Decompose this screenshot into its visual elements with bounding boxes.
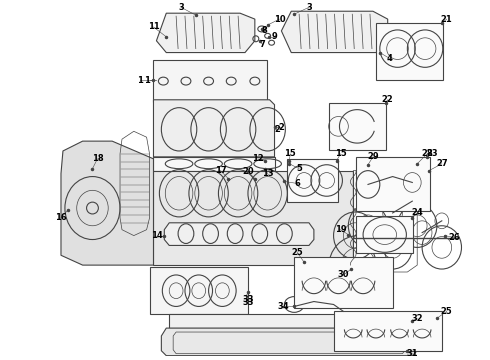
Text: 22: 22 <box>382 95 393 104</box>
Text: 32: 32 <box>412 314 423 323</box>
Bar <box>169 314 415 328</box>
Text: 3: 3 <box>306 3 312 12</box>
Text: 30: 30 <box>338 270 349 279</box>
Bar <box>356 216 413 253</box>
Text: 11: 11 <box>147 22 159 31</box>
Polygon shape <box>164 223 314 246</box>
Text: 13: 13 <box>262 169 273 178</box>
Text: 4: 4 <box>387 54 392 63</box>
Text: 23: 23 <box>426 149 438 158</box>
Text: 15: 15 <box>335 149 346 158</box>
Text: 9: 9 <box>271 32 277 41</box>
Bar <box>334 311 442 351</box>
Text: 21: 21 <box>441 15 453 24</box>
Bar <box>287 159 339 202</box>
Text: 31: 31 <box>407 349 418 358</box>
Text: 33: 33 <box>242 295 254 304</box>
Bar <box>153 157 274 171</box>
Text: 29: 29 <box>367 152 379 161</box>
Text: 2: 2 <box>274 125 280 134</box>
Text: 19: 19 <box>335 225 346 234</box>
Polygon shape <box>153 171 353 265</box>
Text: 27: 27 <box>436 159 448 168</box>
Text: 34: 34 <box>277 302 289 311</box>
Text: 12: 12 <box>252 154 264 163</box>
Text: 25: 25 <box>291 248 303 257</box>
Text: 33: 33 <box>242 298 254 307</box>
Bar <box>356 157 430 211</box>
Text: 28: 28 <box>421 149 433 158</box>
Bar <box>294 257 392 309</box>
Bar <box>153 60 267 102</box>
Polygon shape <box>61 141 153 265</box>
Bar <box>329 103 386 150</box>
Text: 15: 15 <box>284 149 296 158</box>
Text: 2: 2 <box>278 123 284 132</box>
Polygon shape <box>281 11 388 53</box>
Text: 10: 10 <box>273 15 285 24</box>
Text: 20: 20 <box>242 167 254 176</box>
Text: 14: 14 <box>150 231 162 240</box>
Bar <box>149 267 248 314</box>
Text: 25: 25 <box>441 307 453 316</box>
Polygon shape <box>153 100 274 157</box>
Text: 8: 8 <box>262 26 268 35</box>
Text: 6: 6 <box>294 179 300 188</box>
Polygon shape <box>156 13 255 53</box>
Text: 26: 26 <box>449 233 461 242</box>
Text: 16: 16 <box>55 213 67 222</box>
Bar <box>376 23 443 80</box>
Polygon shape <box>161 328 417 356</box>
Text: 18: 18 <box>92 154 103 163</box>
Text: 1: 1 <box>137 76 143 85</box>
Text: 1: 1 <box>144 76 149 85</box>
Text: 17: 17 <box>215 166 226 175</box>
Text: 5: 5 <box>296 164 302 173</box>
Text: 24: 24 <box>411 208 423 217</box>
Text: 7: 7 <box>260 40 266 49</box>
Text: 3: 3 <box>178 3 184 12</box>
